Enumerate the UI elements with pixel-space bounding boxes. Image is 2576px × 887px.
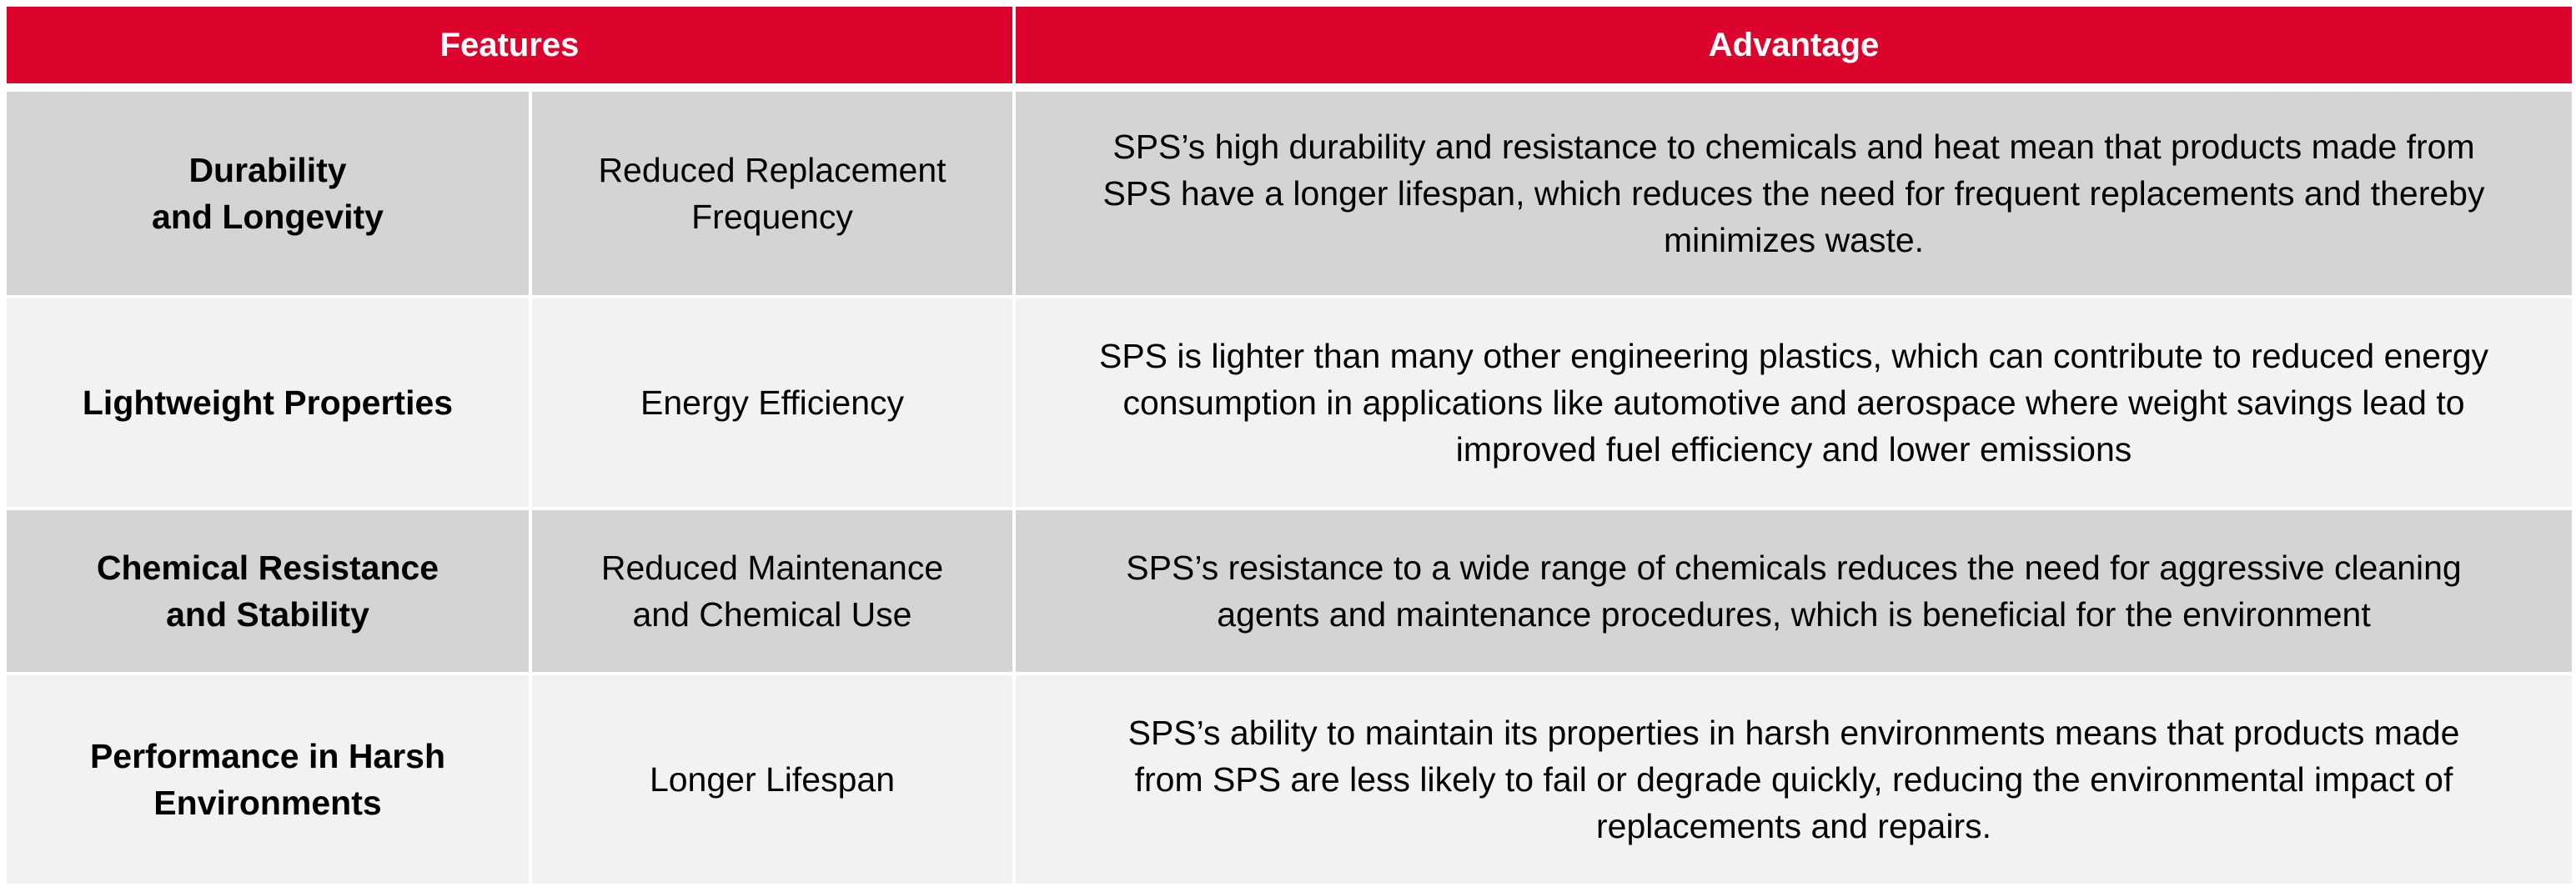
benefit-line: Reduced Maintenance <box>600 549 944 587</box>
advantage-line: SPS is lighter than many other engineeri… <box>1098 337 2488 375</box>
feature-line: Durability <box>188 151 347 189</box>
benefit-line: and Chemical Use <box>632 595 912 634</box>
table-row: Chemical Resistance and Stability Reduce… <box>3 507 2575 675</box>
feature-line: and Stability <box>166 595 369 634</box>
feature-line: Lightweight Properties <box>82 383 454 422</box>
feature-line: Chemical Resistance <box>96 549 439 587</box>
advantage-cell: SPS’s resistance to a wide range of chem… <box>1012 507 2575 675</box>
benefit-cell: Reduced Maintenance and Chemical Use <box>529 507 1016 675</box>
table-row: Durability and Longevity Reduced Replace… <box>3 88 2575 298</box>
features-header: Features <box>3 3 1016 87</box>
advantage-line: SPS’s high durability and resistance to … <box>1112 128 2475 166</box>
advantage-line: agents and maintenance procedures, which… <box>1217 595 2371 634</box>
table-row: Lightweight Properties Energy Efficiency… <box>3 295 2575 510</box>
benefit-cell: Energy Efficiency <box>529 295 1016 510</box>
advantage-cell: SPS’s high durability and resistance to … <box>1012 88 2575 298</box>
advantage-line: replacements and repairs. <box>1595 807 1992 845</box>
advantage-header: Advantage <box>1012 3 2575 87</box>
benefit-line: Energy Efficiency <box>640 383 904 422</box>
advantage-line: improved fuel efficiency and lower emiss… <box>1455 430 2132 469</box>
feature-cell: Performance in Harsh Environments <box>3 672 532 887</box>
advantage-line: SPS’s ability to maintain its properties… <box>1127 714 2460 752</box>
advantage-line: SPS’s resistance to a wide range of chem… <box>1126 549 2462 587</box>
advantage-line: SPS have a longer lifespan, which reduce… <box>1102 174 2485 213</box>
advantage-line: from SPS are less likely to fail or degr… <box>1134 760 2453 799</box>
advantage-cell: SPS is lighter than many other engineeri… <box>1012 295 2575 510</box>
feature-line: and Longevity <box>152 198 384 236</box>
table-header-row: Features Advantage <box>3 3 2575 87</box>
feature-cell: Lightweight Properties <box>3 295 532 510</box>
benefit-cell: Longer Lifespan <box>529 672 1016 887</box>
benefit-cell: Reduced Replacement Frequency <box>529 88 1016 298</box>
features-advantage-table: Features Advantage Durability and Longev… <box>3 3 2575 887</box>
benefit-line: Frequency <box>691 198 853 236</box>
benefit-line: Reduced Replacement <box>598 151 947 189</box>
feature-line: Environments <box>153 784 382 822</box>
advantage-line: minimizes waste. <box>1663 221 1925 259</box>
advantage-line: consumption in applications like automot… <box>1122 383 2465 422</box>
header-spacer <box>5 85 2573 90</box>
table-row: Performance in Harsh Environments Longer… <box>3 672 2575 887</box>
advantage-cell: SPS’s ability to maintain its properties… <box>1012 672 2575 887</box>
feature-cell: Chemical Resistance and Stability <box>3 507 532 675</box>
benefit-line: Longer Lifespan <box>649 760 896 799</box>
feature-cell: Durability and Longevity <box>3 88 532 298</box>
feature-line: Performance in Harsh <box>89 737 446 775</box>
